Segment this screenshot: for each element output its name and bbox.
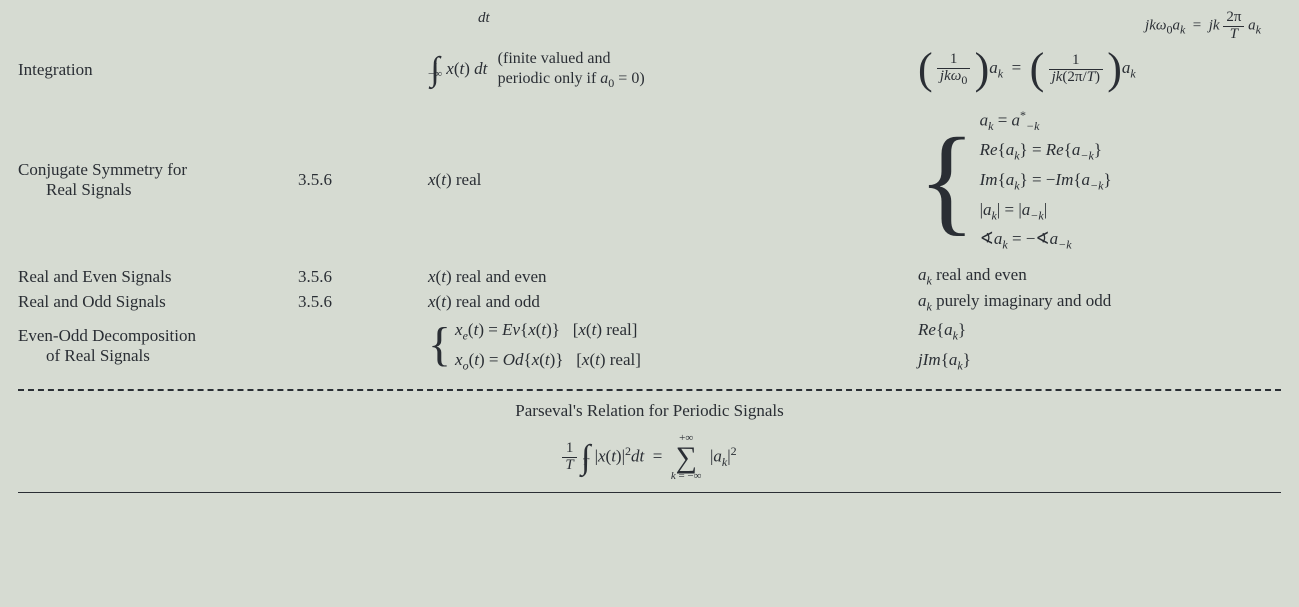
- integration-note-2: periodic only if a0 = 0): [498, 69, 645, 91]
- label-conjugate-line2: Real Signals: [18, 180, 298, 200]
- label-even-odd-line1: Even-Odd Decomposition: [18, 326, 298, 346]
- signal-real-even: x(t) real and even: [428, 267, 918, 287]
- signal-conjugate: x(t) real: [428, 170, 918, 190]
- label-even-odd: Even-Odd Decomposition of Real Signals: [18, 326, 298, 366]
- row-real-even: Real and Even Signals 3.5.6 x(t) real an…: [18, 265, 1281, 288]
- coef-real-even: ak real and even: [918, 265, 1281, 288]
- coef-even-odd: Re{ak} jIm{ak}: [918, 316, 1281, 375]
- label-conjugate: Conjugate Symmetry for Real Signals: [18, 160, 298, 200]
- row-integration: Integration t ∫ −∞ x(t) dt (finite value…: [18, 49, 1281, 91]
- label-real-odd: Real and Odd Signals: [18, 292, 298, 312]
- label-real-even: Real and Even Signals: [18, 267, 298, 287]
- solid-separator: [18, 492, 1281, 493]
- coef-real-odd: ak purely imaginary and odd: [918, 291, 1281, 314]
- coef-integration: ( 1jkω0 )ak = ( 1jk(2π/T) )ak: [918, 52, 1281, 86]
- row-conjugate-symmetry: Conjugate Symmetry for Real Signals 3.5.…: [18, 105, 1281, 256]
- signal-integration: t ∫ −∞ x(t) dt (finite valued and period…: [428, 49, 918, 91]
- row-even-odd-decomp: Even-Odd Decomposition of Real Signals {…: [18, 316, 1281, 375]
- parseval-title: Parseval's Relation for Periodic Signals: [18, 401, 1281, 421]
- signal-even-odd: { xe(t) = Ev{x(t)} [x(t) real] xo(t) = O…: [428, 316, 918, 375]
- section-real-even: 3.5.6: [298, 267, 428, 287]
- dashed-separator: [18, 389, 1281, 391]
- section-conjugate: 3.5.6: [298, 170, 428, 190]
- integration-note-1: (finite valued and: [498, 49, 645, 69]
- cutoff-fragment-row: dt jkω0ak = jk 2πT ak: [18, 10, 1281, 43]
- fragment-dt: dt: [478, 10, 490, 43]
- label-even-odd-line2: of Real Signals: [18, 346, 298, 366]
- label-integration: Integration: [18, 60, 298, 80]
- signal-real-odd: x(t) real and odd: [428, 292, 918, 312]
- label-conjugate-line1: Conjugate Symmetry for: [18, 160, 298, 180]
- parseval-equation: 1T ∫ T |x(t)|2dt = +∞ ∑ k = −∞ |ak|2: [18, 433, 1281, 482]
- row-real-odd: Real and Odd Signals 3.5.6 x(t) real and…: [18, 291, 1281, 314]
- fragment-right: jkω0ak = jk 2πT ak: [1145, 10, 1261, 43]
- section-real-odd: 3.5.6: [298, 292, 428, 312]
- coef-conjugate: { ak = a*−k Re{ak} = Re{a−k} Im{ak} = −I…: [918, 105, 1281, 256]
